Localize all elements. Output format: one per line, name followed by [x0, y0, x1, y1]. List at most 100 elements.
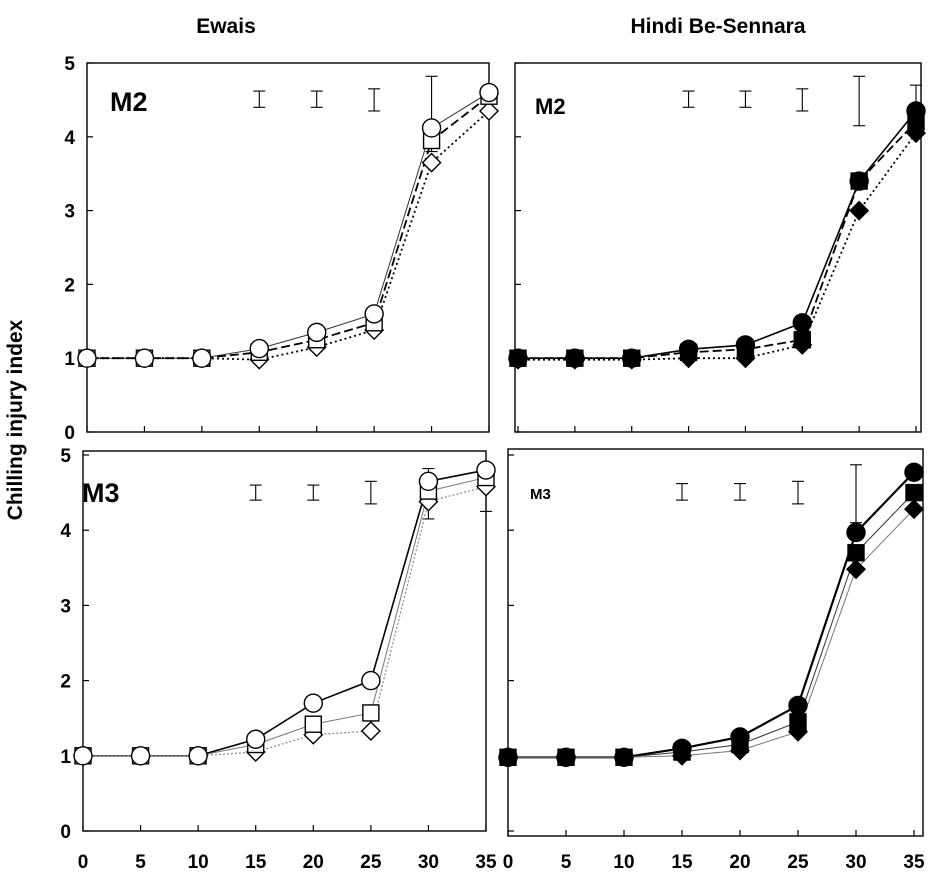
circle-point: [678, 339, 699, 360]
circle-point: [846, 522, 866, 543]
x-tick-label: 20: [729, 852, 750, 873]
error-bar: [850, 464, 862, 524]
series-line-3: [83, 486, 487, 757]
series-line-1: [508, 471, 915, 759]
x-tick-label: 20: [303, 852, 324, 873]
diamond-point: [849, 200, 870, 221]
series-markers-1: [508, 101, 926, 368]
diamond-point: [479, 100, 499, 121]
circle-point: [904, 462, 924, 482]
x-tick-label: 5: [135, 852, 146, 873]
error-bar: [676, 483, 688, 501]
circle-point: [77, 348, 97, 368]
circle-point: [303, 693, 323, 713]
series-line-2: [518, 121, 917, 360]
chart-panel-3: 0 1 2 3 4 5 0 5 10 15 20 25 30 35 M3: [60, 446, 497, 873]
x-tick-label: 10: [188, 852, 209, 873]
circle-point: [130, 746, 151, 766]
circle-point: [73, 746, 93, 766]
series-markers-1: [73, 460, 496, 766]
circle-point: [622, 348, 642, 368]
plot-frame: [514, 62, 922, 433]
series-markers-1: [498, 462, 924, 768]
square-point: [905, 483, 923, 502]
circle-point: [614, 747, 634, 768]
circle-point: [849, 171, 869, 191]
circle-point: [476, 460, 496, 480]
y-tick-label: 4: [60, 521, 71, 542]
panel-label: M3: [82, 478, 120, 508]
chart-panel-1: 0 1 2 3 4 5 M2: [64, 54, 499, 444]
y-tick-label: 1: [64, 349, 75, 370]
circle-point: [249, 338, 269, 359]
series-markers-3: [508, 123, 926, 370]
x-tick-label: 0: [503, 852, 514, 873]
circle-point: [134, 348, 155, 368]
y-tick-label: 0: [64, 423, 75, 444]
circle-point: [498, 747, 518, 768]
x-tick-label: 25: [360, 852, 382, 873]
circle-point: [556, 747, 576, 768]
error-bar: [792, 480, 804, 505]
circle-point: [192, 348, 212, 368]
circle-point: [788, 695, 808, 716]
circle-point: [418, 471, 439, 492]
x-tick-label: 25: [787, 852, 809, 873]
circle-point: [565, 348, 585, 368]
circle-point: [792, 313, 812, 333]
x-tick-label: 35: [903, 852, 925, 873]
error-bar: [253, 90, 266, 108]
x-tick-label: 15: [671, 852, 693, 873]
y-tick-label: 4: [64, 128, 75, 149]
y-tick-label: 3: [64, 202, 75, 223]
diamond-point: [360, 720, 381, 741]
diamond-point: [846, 559, 866, 580]
x-tick-label: 30: [418, 852, 439, 873]
panel-label: M3: [530, 486, 551, 503]
circle-point: [672, 738, 692, 758]
x-tick-label: 10: [613, 852, 634, 873]
error-bar: [682, 90, 695, 108]
circle-point: [479, 82, 499, 103]
circle-point: [730, 727, 750, 747]
x-tick-label: 35: [475, 852, 497, 873]
square-point: [789, 713, 807, 731]
y-tick-label: 2: [60, 672, 71, 693]
panel-label: M2: [535, 94, 566, 119]
series-markers-1: [77, 82, 499, 368]
circle-point: [508, 348, 528, 368]
circle-point: [246, 729, 266, 749]
series-line-1: [518, 110, 917, 360]
circle-point: [361, 670, 381, 691]
y-tick-label: 2: [64, 275, 75, 296]
chart-panel-4: 0 5 10 15 20 25 30 35 M3: [498, 448, 925, 873]
y-tick-label: 5: [60, 446, 71, 467]
series-markers-2: [74, 468, 495, 765]
plot-frame: [86, 62, 490, 433]
circle-point: [906, 101, 926, 121]
y-tick-label: 1: [60, 747, 71, 768]
circle-point: [364, 304, 384, 324]
series-line-3: [518, 132, 917, 361]
circle-point: [421, 118, 442, 138]
plot-frame: [507, 448, 924, 837]
diamond-point: [421, 152, 442, 173]
error-bar: [734, 483, 746, 501]
error-bar: [853, 75, 866, 127]
column-title-left: Ewais: [196, 15, 256, 38]
y-tick-label: 5: [64, 54, 75, 75]
y-axis-label: Chilling injury index: [4, 319, 27, 520]
error-bar: [796, 88, 809, 112]
error-bar: [364, 480, 377, 505]
square-point: [362, 704, 380, 722]
circle-point: [188, 746, 208, 766]
circle-point: [735, 335, 756, 355]
y-tick-label: 0: [60, 822, 71, 843]
panel-label: M2: [110, 87, 148, 117]
error-bar: [310, 90, 323, 108]
error-bar: [249, 484, 262, 501]
diamond-point: [904, 499, 924, 520]
column-title-right: Hindi Be-Sennara: [630, 15, 805, 38]
chart-panel-2: M2: [508, 62, 926, 433]
